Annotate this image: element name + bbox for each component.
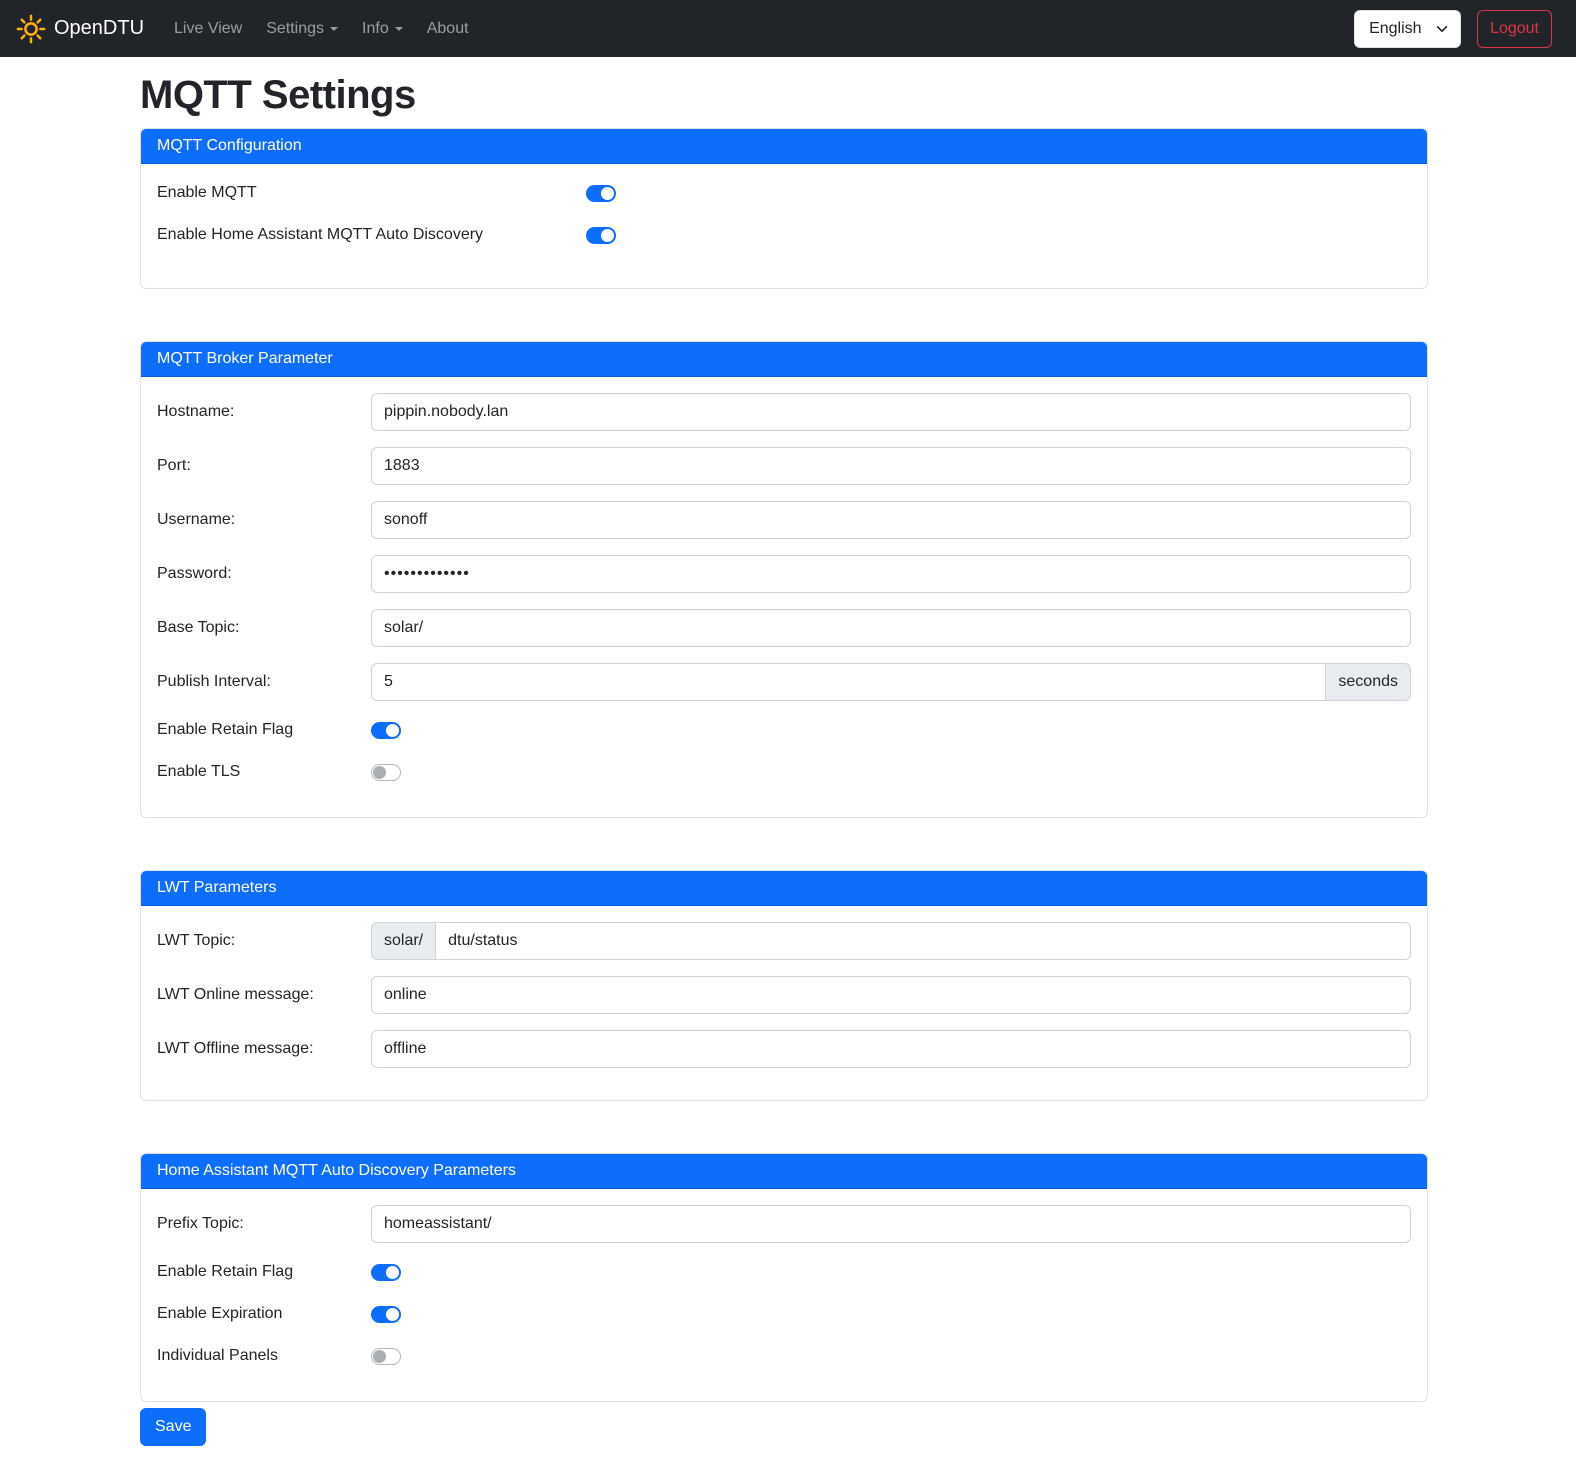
prefix-topic-input[interactable] bbox=[371, 1205, 1411, 1243]
enable-mqtt-toggle[interactable] bbox=[586, 184, 616, 202]
lwt-online-input[interactable] bbox=[371, 976, 1411, 1014]
lwt-online-label: LWT Online message: bbox=[157, 986, 314, 1003]
enable-tls-row: Enable TLS bbox=[157, 759, 1411, 785]
sun-icon bbox=[16, 14, 46, 44]
username-label: Username: bbox=[157, 511, 236, 528]
username-row: Username: bbox=[157, 501, 1411, 539]
caret-down-icon bbox=[330, 26, 339, 31]
language-select[interactable]: English bbox=[1354, 9, 1462, 48]
enable-tls-toggle[interactable] bbox=[371, 763, 401, 781]
publish-interval-row: Publish Interval: seconds bbox=[157, 663, 1411, 701]
enable-mqtt-label: Enable MQTT bbox=[157, 184, 257, 201]
nav-links: Live View Settings Info About bbox=[166, 12, 485, 46]
nav-item-about[interactable]: About bbox=[419, 12, 477, 46]
language-select-wrap: English bbox=[1354, 9, 1462, 48]
lwt-topic-label: LWT Topic: bbox=[157, 932, 236, 949]
navbar: OpenDTU Live View Settings Info About En… bbox=[0, 0, 1576, 57]
password-input[interactable] bbox=[371, 555, 1411, 593]
publish-interval-unit: seconds bbox=[1325, 663, 1411, 701]
lwt-topic-input[interactable] bbox=[436, 922, 1411, 960]
enable-ha-discovery-toggle[interactable] bbox=[586, 226, 616, 244]
hostname-input[interactable] bbox=[371, 393, 1411, 431]
nav-item-info[interactable]: Info bbox=[354, 12, 411, 46]
caret-down-icon bbox=[394, 26, 403, 31]
nav-item-label: Settings bbox=[266, 19, 325, 37]
nav-item-settings[interactable]: Settings bbox=[258, 12, 346, 46]
ha-enable-retain-toggle[interactable] bbox=[371, 1263, 401, 1281]
base-topic-label: Base Topic: bbox=[157, 619, 240, 636]
hostname-row: Hostname: bbox=[157, 393, 1411, 431]
lwt-topic-row: LWT Topic: solar/ bbox=[157, 922, 1411, 960]
port-label: Port: bbox=[157, 457, 191, 474]
nav-item-label: Live View bbox=[174, 19, 243, 37]
enable-tls-label: Enable TLS bbox=[157, 763, 241, 780]
enable-ha-discovery-row: Enable Home Assistant MQTT Auto Discover… bbox=[157, 222, 1411, 248]
port-input[interactable] bbox=[371, 447, 1411, 485]
enable-mqtt-row: Enable MQTT bbox=[157, 180, 1411, 206]
card-mqtt-configuration: MQTT Configuration Enable MQTT Enable Ho… bbox=[140, 128, 1428, 289]
password-label: Password: bbox=[157, 565, 232, 582]
save-button[interactable]: Save bbox=[140, 1408, 207, 1446]
card-ha-discovery-parameters: Home Assistant MQTT Auto Discovery Param… bbox=[140, 1153, 1428, 1402]
lwt-offline-label: LWT Offline message: bbox=[157, 1040, 314, 1057]
page-title: MQTT Settings bbox=[140, 73, 416, 117]
logout-button[interactable]: Logout bbox=[1477, 9, 1552, 48]
card-header: MQTT Configuration bbox=[141, 129, 1427, 164]
nav-item-label: About bbox=[426, 19, 469, 37]
lwt-topic-prefix: solar/ bbox=[371, 922, 437, 960]
brand-label: OpenDTU bbox=[54, 17, 145, 39]
username-input[interactable] bbox=[371, 501, 1411, 539]
broker-enable-retain-row: Enable Retain Flag bbox=[157, 717, 1411, 743]
prefix-topic-row: Prefix Topic: bbox=[157, 1205, 1411, 1243]
individual-panels-row: Individual Panels bbox=[157, 1343, 1411, 1369]
nav-item-label: Info bbox=[362, 19, 389, 37]
main-content: MQTT Settings MQTT Configuration Enable … bbox=[140, 73, 1428, 1446]
enable-expiration-label: Enable Expiration bbox=[157, 1305, 283, 1322]
broker-enable-retain-label: Enable Retain Flag bbox=[157, 721, 294, 738]
publish-interval-input[interactable] bbox=[371, 663, 1327, 701]
publish-interval-label: Publish Interval: bbox=[157, 673, 271, 690]
individual-panels-toggle[interactable] bbox=[371, 1347, 401, 1365]
card-mqtt-broker-parameter: MQTT Broker Parameter Hostname: Port: Us… bbox=[140, 341, 1428, 818]
brand[interactable]: OpenDTU bbox=[16, 14, 144, 44]
card-lwt-parameters: LWT Parameters LWT Topic: solar/ LWT Onl… bbox=[140, 870, 1428, 1101]
prefix-topic-label: Prefix Topic: bbox=[157, 1215, 244, 1232]
port-row: Port: bbox=[157, 447, 1411, 485]
password-row: Password: bbox=[157, 555, 1411, 593]
enable-expiration-toggle[interactable] bbox=[371, 1305, 401, 1323]
card-header: LWT Parameters bbox=[141, 871, 1427, 906]
hostname-label: Hostname: bbox=[157, 403, 235, 420]
broker-enable-retain-toggle[interactable] bbox=[371, 721, 401, 739]
ha-enable-retain-row: Enable Retain Flag bbox=[157, 1259, 1411, 1285]
ha-enable-retain-label: Enable Retain Flag bbox=[157, 1263, 294, 1280]
enable-expiration-row: Enable Expiration bbox=[157, 1301, 1411, 1327]
enable-ha-discovery-label: Enable Home Assistant MQTT Auto Discover… bbox=[157, 226, 484, 243]
base-topic-input[interactable] bbox=[371, 609, 1411, 647]
nav-item-live-view[interactable]: Live View bbox=[166, 12, 250, 46]
individual-panels-label: Individual Panels bbox=[157, 1347, 278, 1364]
lwt-offline-input[interactable] bbox=[371, 1030, 1411, 1068]
lwt-offline-row: LWT Offline message: bbox=[157, 1030, 1411, 1068]
card-header: Home Assistant MQTT Auto Discovery Param… bbox=[141, 1154, 1427, 1189]
base-topic-row: Base Topic: bbox=[157, 609, 1411, 647]
card-header: MQTT Broker Parameter bbox=[141, 342, 1427, 377]
lwt-online-row: LWT Online message: bbox=[157, 976, 1411, 1014]
